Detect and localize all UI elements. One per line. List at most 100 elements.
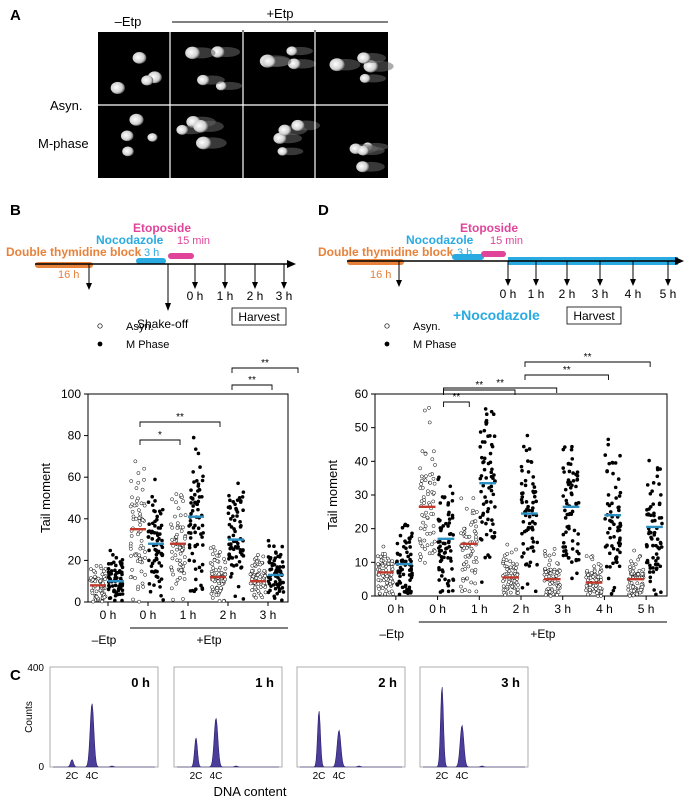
arrow-head (192, 282, 198, 289)
data-point-asyn (431, 449, 436, 454)
data-point-asyn (548, 571, 553, 576)
data-point-mphase (525, 433, 530, 438)
comet-head (185, 46, 200, 60)
data-point-mphase (436, 540, 441, 544)
data-point-mphase (565, 501, 569, 506)
data-point-mphase (272, 596, 277, 600)
data-point-mphase (266, 538, 271, 543)
data-point-asyn (431, 476, 436, 481)
x-tick-label: 4 h (596, 602, 613, 616)
data-point-mphase (614, 560, 618, 564)
data-point-asyn (418, 541, 423, 546)
data-point-asyn (210, 552, 215, 557)
data-point-mphase (196, 507, 200, 512)
comet-head (176, 124, 189, 135)
data-point-asyn (100, 599, 104, 604)
data-point-mphase (437, 552, 441, 557)
data-point-asyn (543, 593, 548, 597)
x-tick-label: 3 h (260, 608, 277, 622)
data-point-mphase (106, 561, 111, 566)
data-point-asyn (426, 489, 430, 494)
data-point-asyn (211, 566, 215, 570)
data-point-mphase (272, 544, 276, 549)
data-point-asyn (629, 588, 634, 593)
data-point-mphase (530, 525, 534, 530)
data-point-asyn (556, 590, 561, 595)
histogram-time-label: 3 h (501, 675, 520, 690)
comet-head (193, 120, 209, 133)
data-point-asyn (262, 568, 267, 573)
data-point-mphase (447, 521, 452, 525)
data-point-mphase (194, 587, 198, 592)
data-point-mphase (447, 517, 452, 521)
data-point-mphase (524, 448, 529, 453)
data-point-mphase (606, 576, 611, 581)
data-point-mphase (563, 516, 568, 520)
data-point-mphase (563, 487, 568, 492)
comet-head (286, 46, 298, 56)
timeline-time-label: 5 h (660, 287, 677, 301)
data-point-asyn (169, 522, 173, 527)
data-point-mphase (114, 555, 119, 560)
data-point-mphase (492, 534, 497, 539)
data-point-mphase (481, 460, 485, 465)
data-point-mphase (200, 586, 205, 590)
data-point-asyn (98, 588, 103, 593)
data-point-asyn (509, 550, 514, 555)
data-point-mphase (571, 471, 575, 475)
data-point-mphase (276, 575, 280, 580)
data-point-asyn (379, 558, 384, 563)
histogram-area (53, 703, 155, 768)
harvest-box-d (566, 306, 622, 325)
data-point-asyn (385, 574, 389, 579)
data-point-asyn (139, 501, 144, 506)
data-point-mphase (152, 583, 156, 587)
data-point-mphase (200, 562, 205, 567)
data-point-mphase (150, 537, 155, 541)
data-point-asyn (175, 578, 180, 582)
y-tick-label: 100 (61, 387, 81, 401)
data-point-mphase (531, 475, 536, 479)
data-point-asyn (378, 554, 383, 559)
data-point-mphase (120, 561, 124, 566)
data-point-asyn (182, 555, 187, 559)
data-point-asyn (137, 553, 142, 558)
comet-head (110, 81, 125, 94)
data-point-mphase (195, 502, 199, 507)
data-point-mphase (570, 509, 575, 514)
arrow-head (630, 279, 636, 286)
data-point-mphase (565, 512, 570, 517)
data-point-mphase (617, 494, 622, 498)
comet-head (356, 161, 370, 173)
data-point-mphase (266, 555, 271, 559)
data-point-asyn (178, 562, 182, 567)
data-point-mphase (403, 539, 407, 543)
data-point-mphase (574, 484, 578, 489)
data-point-mphase (535, 540, 540, 545)
data-point-asyn (514, 547, 518, 552)
data-point-mphase (113, 563, 118, 568)
y-axis-label: Counts (24, 701, 35, 733)
data-point-mphase (526, 504, 530, 509)
data-point-mphase (618, 490, 623, 495)
data-point-asyn (253, 585, 257, 590)
data-point-asyn (138, 522, 143, 527)
row-label-asyn: Asyn. (50, 98, 83, 113)
data-point-mphase (268, 588, 272, 593)
histogram-time-label: 0 h (131, 675, 150, 690)
data-point-mphase (524, 562, 529, 566)
data-point-mphase (488, 451, 493, 456)
x-tick-label-2c: 2C (313, 771, 326, 782)
data-point-mphase (227, 493, 231, 498)
nocodazole-bar-d (452, 254, 484, 260)
data-point-asyn (175, 558, 180, 563)
data-point-asyn (140, 487, 145, 492)
data-point-mphase (652, 588, 656, 592)
data-point-mphase (440, 568, 445, 572)
data-point-mphase (561, 553, 566, 558)
data-point-mphase (611, 588, 616, 593)
data-point-mphase (408, 578, 412, 582)
etoposide-bar-d (481, 251, 506, 257)
data-point-mphase (492, 530, 497, 535)
data-point-mphase (561, 447, 566, 452)
